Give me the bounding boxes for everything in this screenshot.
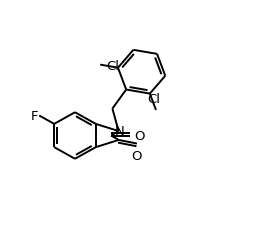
Text: O: O — [135, 130, 145, 142]
Text: F: F — [31, 110, 38, 122]
Text: Cl: Cl — [147, 92, 160, 106]
Text: N: N — [115, 124, 125, 138]
Text: Cl: Cl — [106, 60, 119, 73]
Text: O: O — [132, 149, 142, 162]
